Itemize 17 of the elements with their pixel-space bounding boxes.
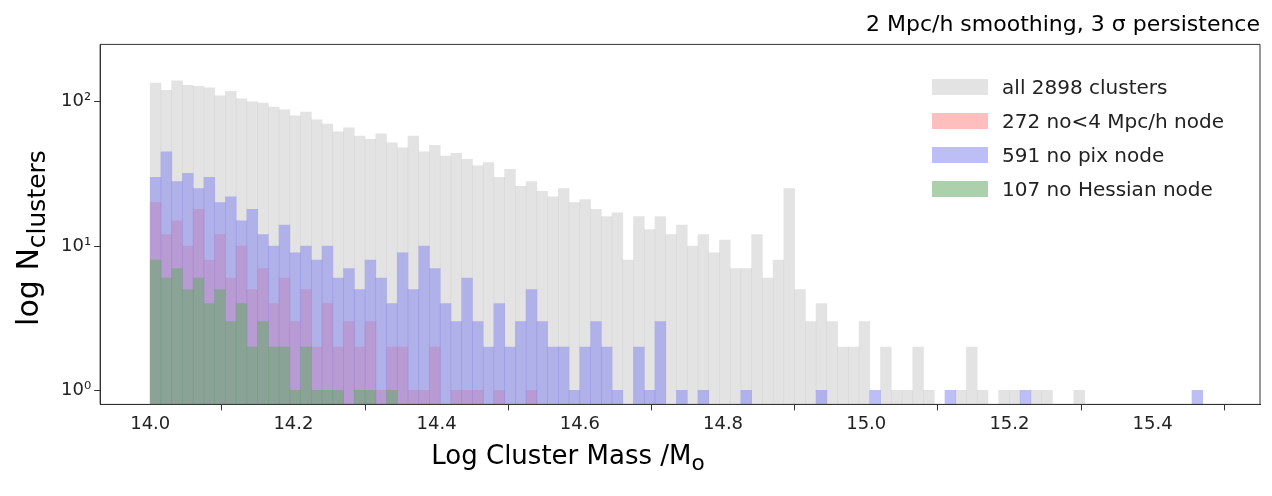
x-tick-label: 15.2 [989,411,1030,433]
x-tick-label: 14.8 [702,411,744,433]
chart-title: 2 Mpc/h smoothing, 3 σ persistence [865,10,1260,36]
legend-label: all 2898 clusters [1002,75,1168,99]
x-tick-label: 14.0 [130,411,171,433]
legend-label: 107 no Hessian node [1002,177,1213,201]
x-tick-label: 14.6 [559,411,600,433]
x-tick-label: 15.4 [1132,411,1173,433]
legend-label: 591 no pix node [1002,143,1165,167]
x-axis-title: Log Cluster Mass /M$_{o}$ [431,440,705,476]
x-tick-label: 14.4 [416,411,457,433]
y-tick-label: 10² [61,89,92,111]
x-tick-label: 14.2 [273,411,314,433]
y-tick-label: 10¹ [61,233,92,255]
legend-label: 272 no<4 Mpc/h node [1002,109,1224,133]
x-tick-label: 15.0 [846,411,887,433]
y-tick-label: 10⁰ [61,378,92,400]
